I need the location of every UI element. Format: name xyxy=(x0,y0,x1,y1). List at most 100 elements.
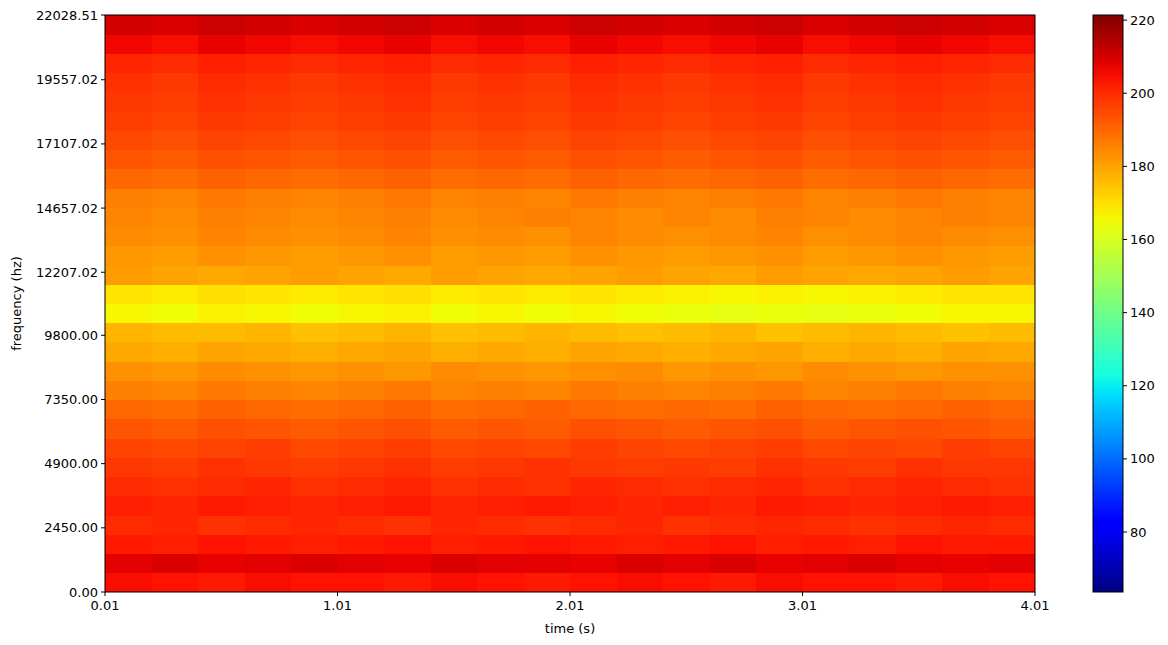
cell xyxy=(942,73,989,93)
cell xyxy=(663,111,710,131)
cell xyxy=(663,92,710,112)
cell xyxy=(152,92,199,112)
cell xyxy=(198,188,245,208)
cell xyxy=(338,53,385,73)
cell xyxy=(291,169,338,189)
cell xyxy=(152,534,199,554)
cell xyxy=(617,304,664,324)
cell xyxy=(896,73,943,93)
cell xyxy=(849,496,896,516)
cell xyxy=(756,15,803,35)
cell xyxy=(942,573,989,592)
cell xyxy=(570,419,617,439)
cell xyxy=(152,554,199,574)
cell xyxy=(989,53,1036,73)
cell xyxy=(105,284,152,304)
y-tick xyxy=(101,592,105,593)
cell xyxy=(477,515,524,535)
cell xyxy=(849,323,896,343)
cell xyxy=(105,361,152,381)
y-tick-label: 17107.02 xyxy=(36,136,98,151)
y-tick xyxy=(101,335,105,336)
y-tick xyxy=(101,143,105,144)
cell xyxy=(756,361,803,381)
cell xyxy=(477,438,524,458)
cell xyxy=(849,477,896,497)
cell xyxy=(245,227,292,247)
cell xyxy=(431,73,478,93)
cell xyxy=(477,92,524,112)
cell xyxy=(896,227,943,247)
colorbar-tick xyxy=(1123,93,1127,94)
cell xyxy=(803,477,850,497)
cell xyxy=(617,361,664,381)
cell xyxy=(942,227,989,247)
cell xyxy=(524,130,571,150)
cell xyxy=(896,419,943,439)
cell xyxy=(431,227,478,247)
cell xyxy=(710,73,757,93)
y-tick xyxy=(101,463,105,464)
cell xyxy=(291,496,338,516)
cell xyxy=(617,169,664,189)
cell xyxy=(896,53,943,73)
cell xyxy=(896,111,943,131)
cell xyxy=(849,438,896,458)
cell xyxy=(942,554,989,574)
cell xyxy=(105,169,152,189)
cell xyxy=(338,400,385,420)
cell xyxy=(105,73,152,93)
cell xyxy=(198,111,245,131)
cell xyxy=(710,246,757,266)
cell xyxy=(105,265,152,285)
cell xyxy=(710,554,757,574)
cell xyxy=(803,265,850,285)
cell xyxy=(431,534,478,554)
cell xyxy=(710,227,757,247)
cell xyxy=(152,227,199,247)
cell xyxy=(152,34,199,54)
cell xyxy=(384,342,431,362)
cell xyxy=(338,361,385,381)
cell xyxy=(431,130,478,150)
cell xyxy=(431,188,478,208)
cell xyxy=(105,477,152,497)
cell xyxy=(384,34,431,54)
cell xyxy=(849,73,896,93)
cell xyxy=(152,419,199,439)
cell xyxy=(198,207,245,227)
cell xyxy=(756,400,803,420)
cell xyxy=(477,554,524,574)
cell xyxy=(245,573,292,592)
colorbar-tick xyxy=(1123,532,1127,533)
cell xyxy=(384,15,431,35)
cell xyxy=(477,496,524,516)
cell xyxy=(524,265,571,285)
cell xyxy=(942,92,989,112)
colorbar-tick-label: 180 xyxy=(1130,159,1155,174)
cell xyxy=(663,515,710,535)
cell xyxy=(896,188,943,208)
y-axis-label: frequency (hz) xyxy=(9,256,24,351)
cell xyxy=(338,438,385,458)
cell xyxy=(291,284,338,304)
cell xyxy=(849,304,896,324)
cell xyxy=(152,323,199,343)
cell xyxy=(663,400,710,420)
cell xyxy=(617,265,664,285)
cell xyxy=(152,150,199,170)
cell xyxy=(803,380,850,400)
cell xyxy=(477,15,524,35)
cell xyxy=(431,246,478,266)
cell xyxy=(617,92,664,112)
cell xyxy=(617,477,664,497)
cell xyxy=(942,496,989,516)
cell xyxy=(570,15,617,35)
cell xyxy=(291,534,338,554)
cell xyxy=(245,92,292,112)
cell xyxy=(245,15,292,35)
cell xyxy=(384,554,431,574)
cell xyxy=(803,130,850,150)
cell xyxy=(617,554,664,574)
cell xyxy=(384,496,431,516)
